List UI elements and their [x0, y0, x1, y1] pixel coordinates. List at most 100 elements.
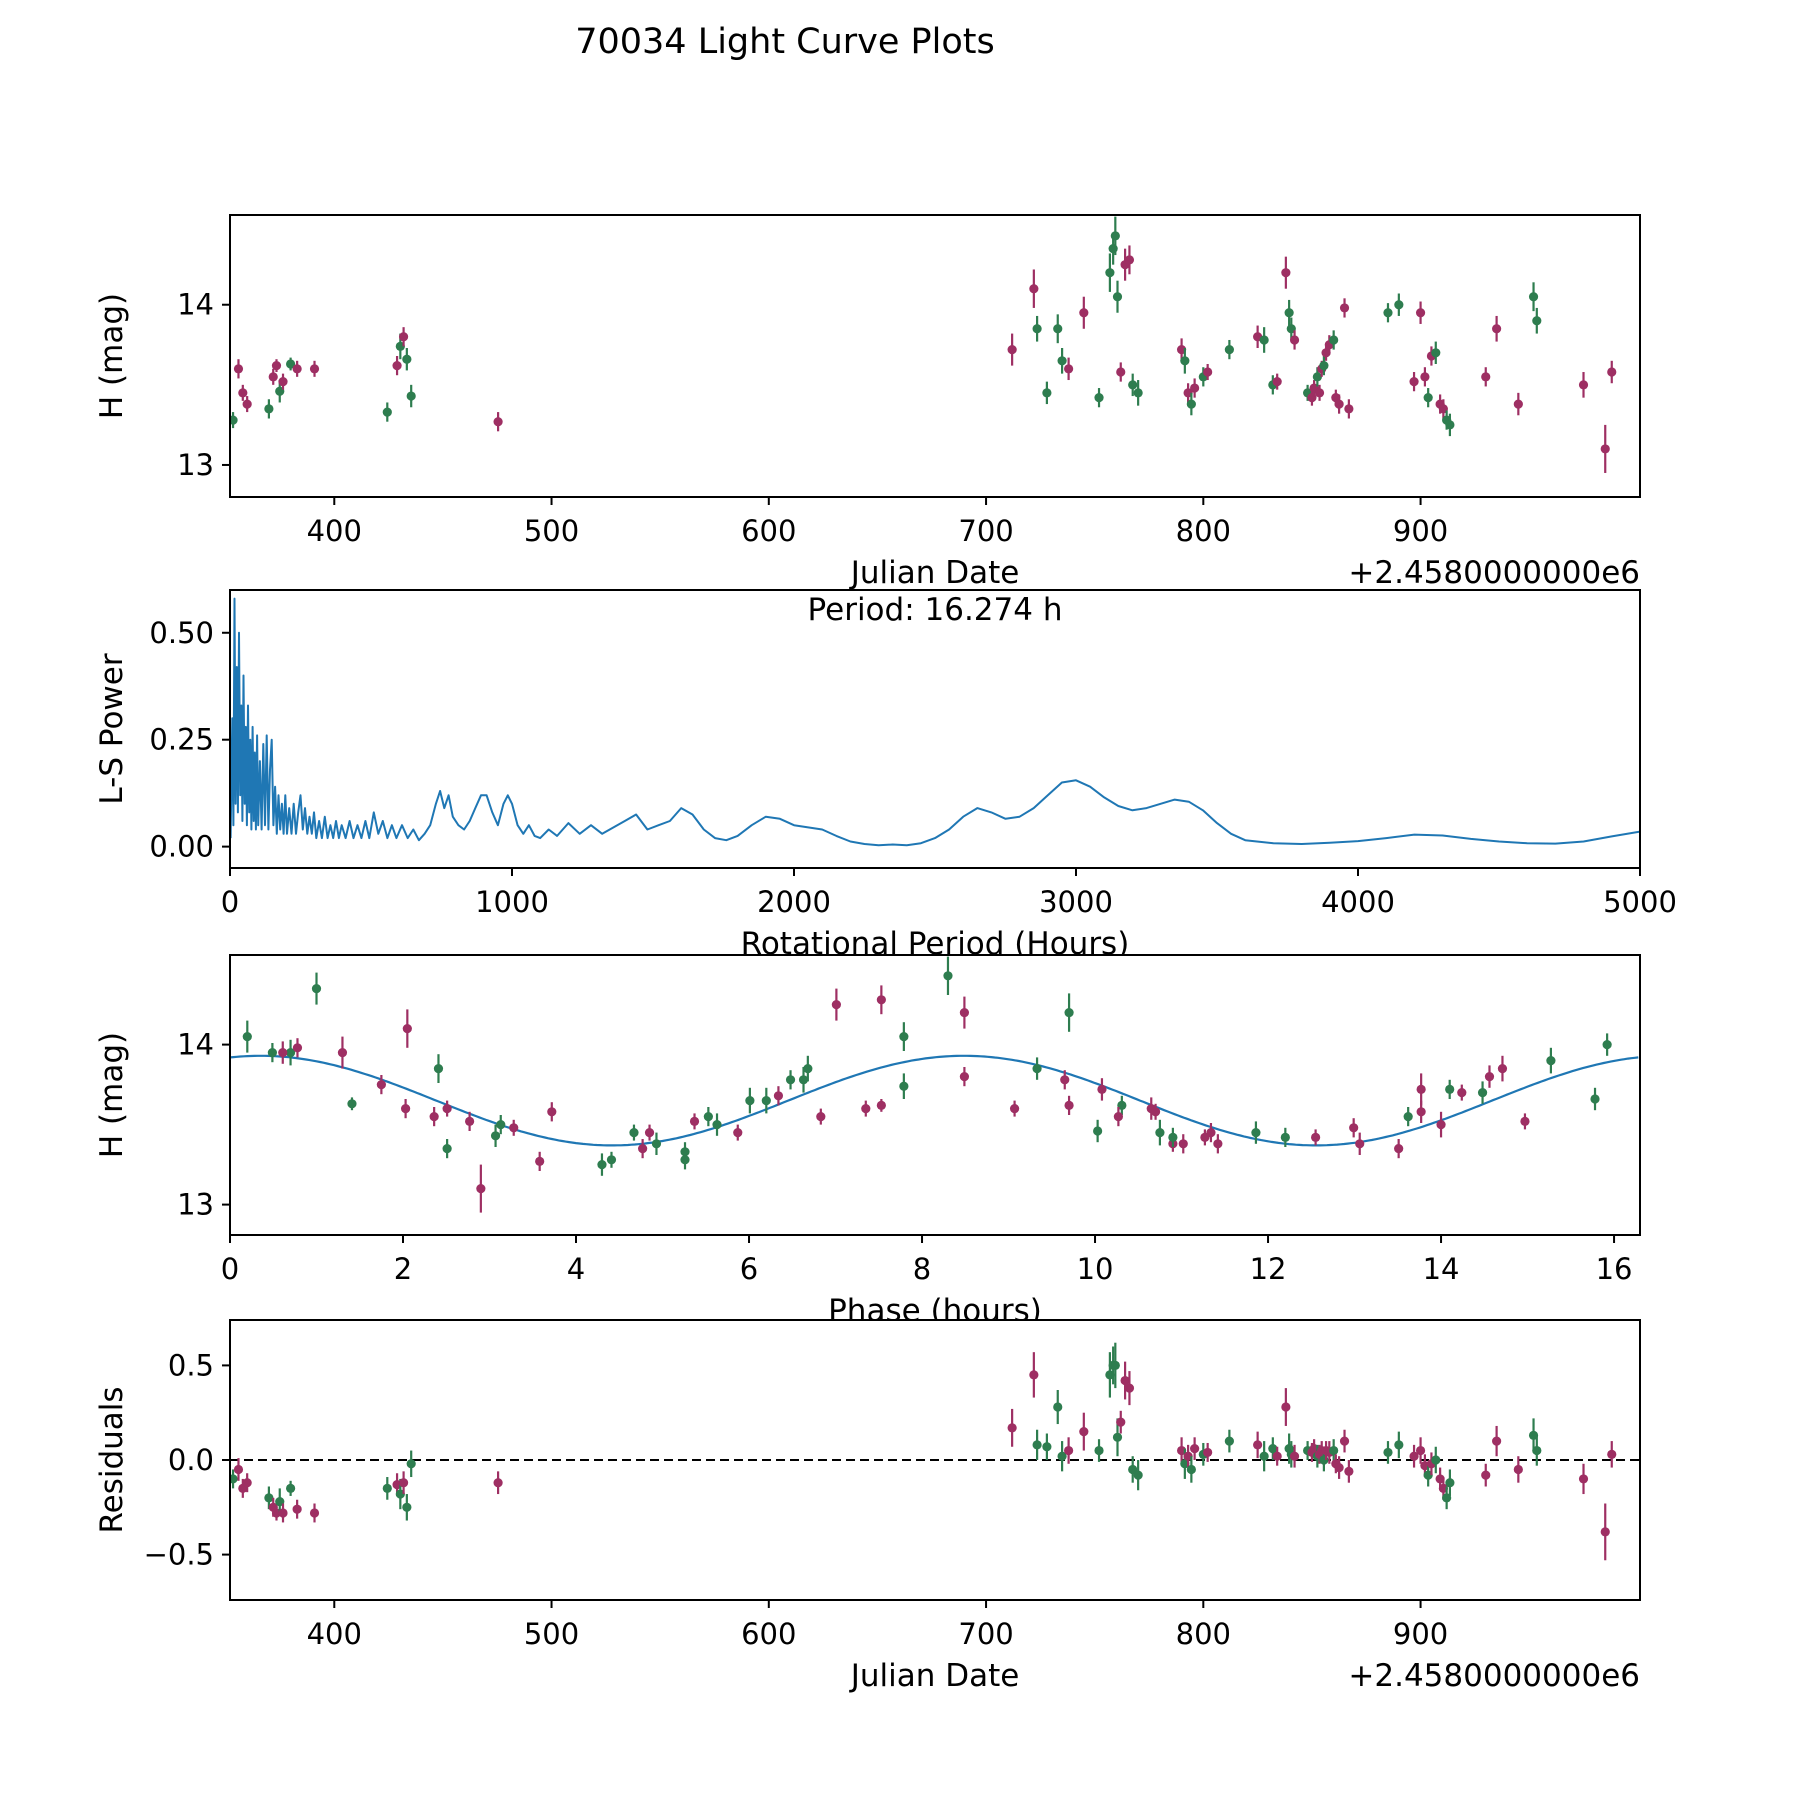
data-point	[1311, 1132, 1321, 1142]
data-point	[1112, 1432, 1123, 1442]
data-point	[242, 399, 252, 409]
data-point	[1053, 1402, 1063, 1412]
x-tick-label: 0	[221, 885, 239, 919]
data-point	[1007, 344, 1017, 355]
data-point	[1339, 303, 1350, 313]
axes-frame	[229, 954, 1641, 1236]
data-point	[1200, 1132, 1210, 1142]
data-point	[1415, 1445, 1426, 1456]
data-point	[406, 1459, 416, 1469]
data-point	[1180, 356, 1190, 366]
x-tick-label: 8	[913, 1252, 931, 1286]
data-point	[1546, 1056, 1556, 1066]
x-tick-label: 800	[1176, 1617, 1231, 1651]
x-tick-label: 400	[307, 1617, 362, 1651]
data-point	[1532, 316, 1542, 326]
data-point	[286, 1483, 296, 1493]
data-point	[496, 1120, 506, 1130]
x-tick-label: 2	[394, 1252, 412, 1286]
data-point	[1344, 404, 1354, 414]
data-point	[816, 1112, 826, 1122]
data-point	[311, 984, 322, 994]
x-axis-label: Julian Date	[849, 555, 1020, 591]
data-point	[1445, 420, 1455, 430]
data-point	[1186, 1464, 1196, 1475]
data-point	[1203, 1447, 1213, 1458]
data-point	[1116, 367, 1126, 377]
axes-frame	[229, 589, 1641, 869]
data-point	[1224, 344, 1234, 355]
x-tick-label: 5000	[1603, 885, 1677, 919]
data-point	[233, 1464, 244, 1475]
data-point	[1355, 1139, 1365, 1149]
data-point	[1186, 399, 1196, 409]
y-tick-label: 0.25	[149, 723, 214, 757]
data-point	[230, 415, 238, 425]
data-point	[1064, 364, 1074, 374]
data-point	[876, 995, 886, 1005]
data-point	[1259, 1451, 1269, 1461]
data-point	[398, 332, 409, 342]
panel-lightcurve: 400 500 600 700 800 900 13 14 Julian Date +2.4580…	[94, 214, 1641, 591]
x-tick-label: 12	[1250, 1252, 1287, 1286]
data-point	[1280, 1132, 1290, 1142]
y-axis-label: Residuals	[94, 1386, 130, 1533]
data-point	[1009, 1104, 1020, 1114]
x-tick-label: 6	[740, 1252, 758, 1286]
data-point	[442, 1104, 452, 1114]
data-point	[402, 354, 412, 364]
data-point	[1409, 377, 1419, 387]
x-tick-label: 700	[958, 1617, 1013, 1651]
data-point	[1168, 1132, 1178, 1142]
data-point	[309, 364, 320, 374]
x-tick-label: 800	[1176, 514, 1231, 548]
data-point	[1445, 1478, 1455, 1488]
data-point	[476, 1184, 486, 1194]
data-point	[1590, 1094, 1600, 1104]
data-point	[286, 359, 296, 369]
data-point	[1334, 399, 1344, 409]
y-tick-label: 14	[177, 288, 214, 322]
data-point	[1528, 292, 1539, 302]
data-point	[1607, 1449, 1617, 1459]
data-point	[1416, 1107, 1426, 1117]
y-tick-label: −0.5	[144, 1538, 214, 1572]
x-tick-label: 0	[221, 1252, 239, 1286]
data-point	[1064, 1100, 1074, 1110]
data-point	[1093, 1126, 1103, 1136]
data-point	[1094, 393, 1104, 403]
lightcurve-plot-area	[230, 216, 1617, 473]
data-point	[1416, 1084, 1426, 1094]
data-point	[1042, 388, 1052, 398]
x-offset-label: +2.4580000000e6	[1348, 555, 1640, 591]
data-point	[1602, 1040, 1612, 1050]
x-offset-label: +2.4580000000e6	[1348, 1658, 1640, 1694]
x-tick-label: 10	[1077, 1252, 1114, 1286]
data-point	[1492, 324, 1502, 334]
data-point	[493, 417, 503, 427]
data-point	[347, 1099, 357, 1109]
data-point	[1064, 1008, 1074, 1018]
data-point	[1124, 1383, 1135, 1393]
data-point	[1251, 1128, 1261, 1138]
data-point	[899, 1032, 909, 1042]
data-point	[943, 971, 953, 981]
data-point	[382, 1483, 392, 1493]
data-point	[861, 1104, 871, 1114]
data-point	[876, 1100, 886, 1110]
x-axis-label: Julian Date	[849, 1658, 1020, 1694]
data-point	[1457, 1088, 1467, 1098]
data-point	[1253, 1440, 1263, 1450]
data-point	[230, 1474, 238, 1484]
y-tick-label: 0.5	[168, 1348, 214, 1382]
data-point	[597, 1160, 607, 1170]
periodogram-line	[230, 597, 1640, 847]
data-point	[712, 1120, 722, 1130]
data-point	[1289, 1451, 1300, 1461]
x-tick-label: 14	[1423, 1252, 1460, 1286]
data-point	[1339, 1436, 1350, 1446]
x-tick-label: 400	[307, 514, 362, 548]
data-point	[1042, 1442, 1052, 1452]
data-point	[689, 1116, 700, 1126]
